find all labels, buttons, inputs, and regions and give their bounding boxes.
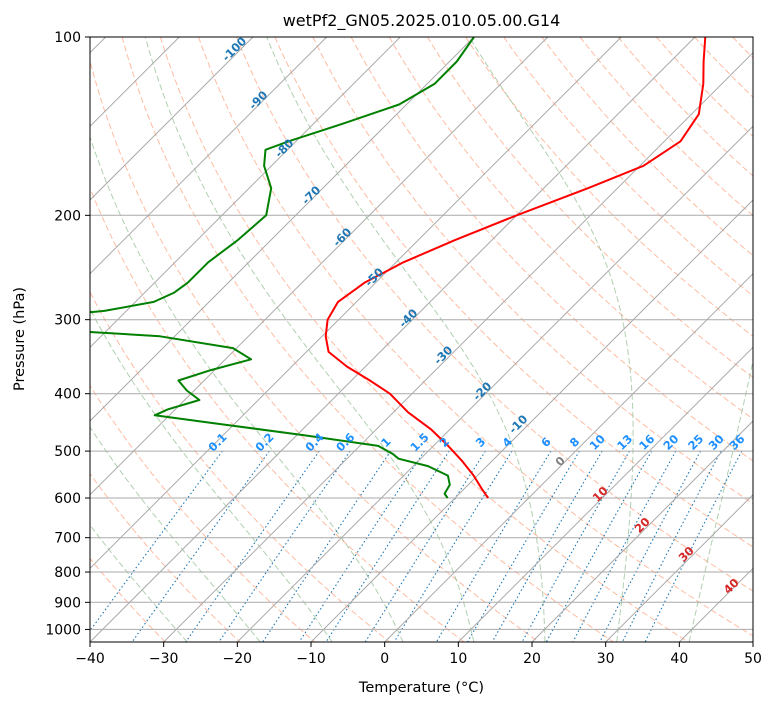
- dry-adiabat-line: [198, 37, 753, 637]
- plot-area: 0.1 0.2 0.4 0.6 1 1.5 2 3 4 6 8 10 13 16 20 25 30 36-100-…: [90, 37, 753, 642]
- x-tick-label: 10: [449, 651, 467, 667]
- dry-adiabat-line: [236, 37, 753, 592]
- moist-adiabat-line: [144, 37, 475, 642]
- isotherm-line: [90, 37, 328, 275]
- moist-adiabat-line: [90, 524, 188, 642]
- y-axis-ticks: 100 200 300 400 500 600 700 800 900 1000: [45, 30, 90, 638]
- x-tick-label: 50: [744, 651, 762, 667]
- dry-adiabats: [90, 37, 753, 642]
- moist-adiabat-line: [266, 37, 546, 642]
- isotherm-line: [90, 37, 696, 642]
- y-tick-label: 300: [54, 313, 81, 329]
- x-tick-label: −20: [223, 651, 253, 667]
- isotherm-line: [90, 37, 475, 422]
- temperature-profile-line: [324, 37, 707, 499]
- isobars: [90, 37, 753, 630]
- isotherm-line: [457, 346, 753, 642]
- isotherm-line: [163, 51, 753, 642]
- mixing-ratio-line: [491, 450, 603, 642]
- profile-series: [90, 37, 707, 499]
- y-tick-label: 200: [54, 208, 81, 224]
- isotherms: [90, 37, 753, 642]
- y-tick-label: 400: [54, 387, 81, 403]
- x-tick-label: 40: [670, 651, 688, 667]
- moist-adiabat-line: [688, 358, 753, 642]
- y-tick-label: 700: [54, 531, 81, 547]
- x-tick-label: 20: [523, 651, 541, 667]
- mixing-ratio-line: [218, 450, 351, 642]
- dry-adiabat-line: [350, 37, 753, 462]
- mixing-ratio-line: [545, 450, 653, 642]
- mixing-ratio-line: [644, 450, 743, 642]
- y-tick-label: 600: [54, 491, 81, 507]
- dry-adiabat-line: [503, 37, 753, 297]
- mixing-ratio-line: [572, 450, 677, 642]
- y-tick-label: 500: [54, 444, 81, 460]
- isotherm-line: [90, 37, 622, 570]
- mixing-ratio-line: [185, 450, 320, 642]
- isotherm-line: [384, 272, 753, 642]
- plot-frame: [89, 36, 754, 643]
- dry-adiabat-line: [274, 37, 753, 548]
- x-tick-label: 0: [380, 651, 389, 667]
- isotherm-line: [310, 199, 753, 642]
- mixing-ratio-line: [262, 450, 392, 642]
- moist-adiabat-line: [90, 426, 261, 642]
- x-tick-label: 30: [597, 651, 615, 667]
- y-tick-label: 900: [54, 595, 81, 611]
- isotherm-line: [90, 37, 549, 496]
- mixing-ratio-lines: [90, 450, 743, 642]
- mixing-ratio-line: [621, 450, 722, 642]
- mixing-ratio-line: [521, 450, 630, 642]
- x-tick-label: −30: [149, 651, 179, 667]
- dry-adiabat-line: [90, 384, 316, 642]
- dry-adiabat-line: [159, 37, 689, 642]
- dry-adiabat-line: [541, 37, 753, 257]
- dry-adiabat-line: [617, 37, 753, 177]
- x-tick-label: −40: [75, 651, 105, 667]
- y-tick-label: 800: [54, 565, 81, 581]
- chart-title: wetPf2_GN05.2025.010.05.00.G14: [283, 11, 561, 31]
- y-axis-label: Pressure (hPa): [12, 287, 28, 391]
- dry-adiabat-line: [90, 59, 540, 642]
- y-tick-label: 100: [54, 30, 81, 46]
- moist-adiabat-line: [90, 135, 404, 642]
- dewpoint-profile-line: [90, 37, 475, 499]
- mixing-ratio-line: [599, 450, 701, 642]
- dry-adiabat-line: [121, 37, 614, 642]
- x-tick-label: −10: [296, 651, 326, 667]
- dry-adiabat-line: [90, 291, 390, 642]
- dry-adiabat-line: [388, 37, 753, 420]
- moist-adiabats: [90, 37, 753, 642]
- y-tick-label: 1000: [45, 622, 81, 638]
- mixing-ratio-line: [90, 450, 223, 632]
- x-axis-ticks: −40 −30 −20 −10 0 10 20 30 40 50: [75, 642, 762, 667]
- isotherm-line: [90, 37, 254, 201]
- isotherm-line: [531, 420, 753, 642]
- x-axis-label: Temperature (°C): [358, 680, 484, 696]
- isotherm-line: [605, 493, 753, 642]
- dry-adiabat-line: [312, 37, 753, 505]
- mixing-ratio-line: [298, 450, 425, 642]
- isotherm-line: [236, 125, 753, 642]
